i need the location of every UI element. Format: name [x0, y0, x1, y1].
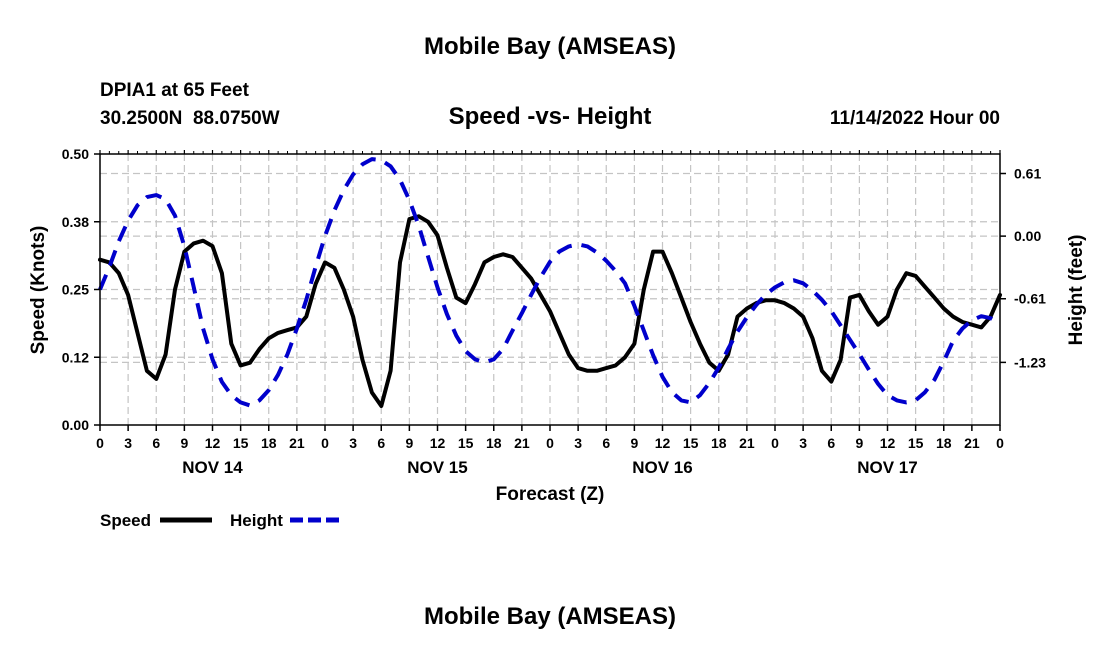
y-left-tick-label: 0.12: [62, 349, 89, 365]
x-tick-label: 9: [405, 435, 413, 451]
x-tick-label: 15: [683, 435, 699, 451]
x-tick-label: 6: [152, 435, 160, 451]
x-tick-label: 15: [233, 435, 249, 451]
x-tick-label: 15: [458, 435, 474, 451]
x-tick-label: 21: [964, 435, 980, 451]
legend: Speed Height: [100, 511, 342, 530]
x-tick-label: 21: [289, 435, 305, 451]
x-tick-label: 6: [602, 435, 610, 451]
y-axis-right-label: Height (feet): [1066, 235, 1087, 346]
x-tick-label: 0: [771, 435, 779, 451]
x-tick-label: 0: [996, 435, 1004, 451]
y-right-tick-label: -0.61: [1014, 291, 1046, 307]
x-tick-label: 3: [349, 435, 357, 451]
x-tick-label: 9: [180, 435, 188, 451]
series-line-speed: [98, 214, 1002, 408]
day-label: NOV 16: [632, 458, 692, 477]
timestamp-label: 11/14/2022 Hour 00: [830, 108, 1000, 129]
x-tick-label: 9: [855, 435, 863, 451]
x-tick-label: 12: [430, 435, 446, 451]
grid: [100, 154, 1000, 425]
series-line-height: [98, 157, 1001, 408]
location-label: 30.2500N 88.0750W: [100, 108, 280, 129]
station-label: DPIA1 at 65 Feet: [100, 80, 250, 101]
chart-title: Mobile Bay (AMSEAS): [424, 33, 676, 60]
x-tick-label: 15: [908, 435, 924, 451]
legend-height-label: Height: [230, 511, 283, 530]
day-label: NOV 14: [182, 458, 243, 477]
y-left-tick-label: 0.00: [62, 417, 89, 433]
y-left-tick-label: 0.38: [62, 214, 89, 230]
x-tick-label: 0: [321, 435, 329, 451]
y-left-tick-label: 0.50: [62, 146, 89, 162]
x-tick-label: 12: [205, 435, 221, 451]
x-tick-label: 21: [514, 435, 530, 451]
y-right-tick-label: 0.00: [1014, 228, 1041, 244]
x-tick-label: 6: [377, 435, 385, 451]
chart-subtitle: Speed -vs- Height: [449, 103, 652, 130]
x-tick-label: 12: [655, 435, 671, 451]
legend-speed-label: Speed: [100, 511, 151, 530]
x-tick-label: 21: [739, 435, 755, 451]
x-tick-label: 18: [711, 435, 727, 451]
x-tick-label: 9: [630, 435, 638, 451]
x-tick-label: 3: [799, 435, 807, 451]
x-tick-label: 12: [880, 435, 896, 451]
footer-title: Mobile Bay (AMSEAS): [424, 603, 676, 630]
x-tick-label: 3: [124, 435, 132, 451]
axes: 0 3 6 9 12 15 18 21 0 3 6 9 12 15 18 21 0 3 6 9 12 15 18 21 0 3 6 9…: [62, 146, 1046, 477]
y-right-tick-label: -1.23: [1014, 354, 1046, 370]
y-right-tick-label: 0.61: [1014, 166, 1041, 182]
x-tick-label: 6: [827, 435, 835, 451]
x-tick-label: 0: [96, 435, 104, 451]
y-axis-left-label: Speed (Knots): [28, 226, 49, 355]
x-tick-label: 18: [261, 435, 277, 451]
day-label: NOV 17: [857, 458, 917, 477]
y-left-tick-label: 0.25: [62, 282, 89, 298]
x-axis-label: Forecast (Z): [496, 484, 605, 505]
series-layer: [98, 157, 1002, 408]
day-label: NOV 15: [407, 458, 467, 477]
x-tick-label: 18: [936, 435, 952, 451]
x-tick-label: 3: [574, 435, 582, 451]
x-tick-label: 18: [486, 435, 502, 451]
x-tick-label: 0: [546, 435, 554, 451]
